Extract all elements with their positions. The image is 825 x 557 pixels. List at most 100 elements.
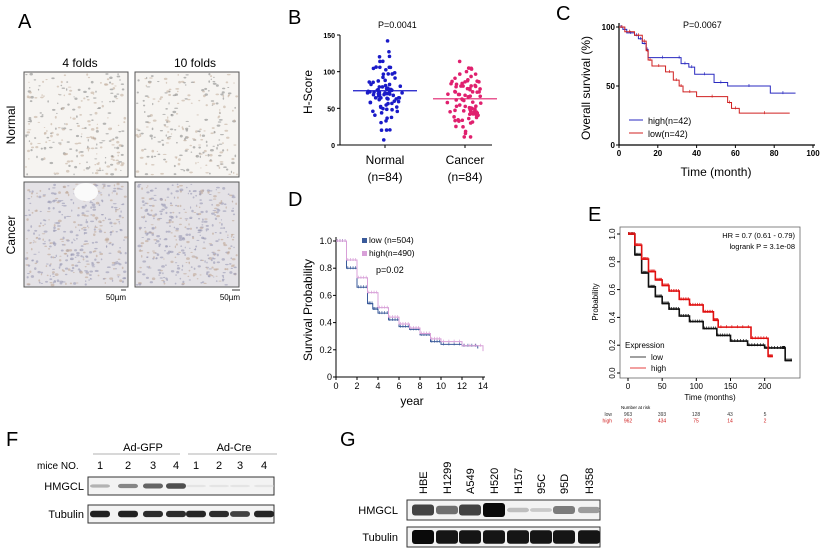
cell xyxy=(196,114,199,116)
cell xyxy=(190,251,193,253)
cell xyxy=(219,231,222,235)
cell xyxy=(226,148,229,152)
cell xyxy=(140,254,143,258)
data-point xyxy=(469,74,473,79)
cell xyxy=(33,240,35,242)
y-tick-label: 150 xyxy=(323,33,335,40)
cell xyxy=(63,94,66,97)
cell xyxy=(208,199,213,201)
data-point xyxy=(379,120,383,125)
cell xyxy=(201,88,205,92)
cell xyxy=(76,115,78,118)
cell xyxy=(116,75,121,78)
cell xyxy=(153,155,157,158)
cell xyxy=(94,226,98,229)
cell xyxy=(148,204,153,207)
cell xyxy=(165,230,168,233)
cell xyxy=(59,238,64,241)
cell xyxy=(168,135,172,138)
cell xyxy=(204,93,208,96)
data-point xyxy=(386,86,390,90)
x-tick-label: 50 xyxy=(658,382,667,391)
band xyxy=(118,483,138,489)
cell xyxy=(80,255,83,258)
cell xyxy=(114,146,116,149)
cell xyxy=(121,280,125,283)
cell xyxy=(165,134,167,137)
cell xyxy=(85,280,87,283)
data-point xyxy=(456,92,461,97)
cell xyxy=(42,224,45,227)
band xyxy=(90,484,110,488)
cell xyxy=(34,262,38,265)
cell xyxy=(98,169,102,172)
data-point xyxy=(389,115,394,120)
cell xyxy=(227,234,229,236)
cell xyxy=(84,204,87,207)
panel-label-d: D xyxy=(288,189,302,211)
cell xyxy=(142,260,147,263)
cell xyxy=(47,207,51,210)
cell xyxy=(201,259,204,262)
cell xyxy=(167,136,169,139)
cell xyxy=(160,203,164,206)
cell xyxy=(81,133,83,135)
data-point xyxy=(373,96,378,100)
cell xyxy=(37,88,40,91)
risk-table-title: Number at risk xyxy=(621,405,651,410)
cell xyxy=(152,119,157,122)
logrank-annotation: logrank P = 3.1e-08 xyxy=(729,242,795,251)
cell xyxy=(120,169,122,172)
cell xyxy=(233,246,235,249)
cell xyxy=(203,241,205,244)
cell xyxy=(170,133,173,135)
cell xyxy=(58,210,61,214)
cell xyxy=(170,270,175,273)
cell xyxy=(137,184,141,188)
cell xyxy=(218,143,223,145)
cell xyxy=(186,168,190,172)
cell xyxy=(97,274,100,277)
cell xyxy=(45,280,49,283)
cell xyxy=(190,192,193,195)
cell xyxy=(205,230,208,232)
cell xyxy=(95,201,100,205)
cell xyxy=(164,206,168,209)
cell xyxy=(149,134,153,138)
cell xyxy=(185,120,189,122)
cell xyxy=(218,154,222,157)
cell xyxy=(222,271,226,274)
cell xyxy=(83,228,87,231)
cell xyxy=(119,247,121,249)
cell xyxy=(61,243,65,246)
cell xyxy=(152,98,156,100)
data-point xyxy=(461,109,466,113)
data-point xyxy=(387,54,392,59)
cell xyxy=(39,189,42,192)
cell xyxy=(151,155,154,159)
cell xyxy=(189,227,193,230)
cell xyxy=(118,161,123,163)
cell xyxy=(44,219,47,222)
cell xyxy=(173,173,177,176)
cell xyxy=(30,142,33,145)
cell xyxy=(119,79,121,81)
data-point xyxy=(379,111,384,115)
cell xyxy=(38,237,41,240)
cell xyxy=(233,266,237,269)
cell xyxy=(169,202,173,205)
cell xyxy=(174,282,177,285)
cell xyxy=(80,154,85,157)
cell xyxy=(69,89,73,92)
cell xyxy=(115,159,119,162)
cell xyxy=(58,191,61,194)
cell xyxy=(65,169,70,173)
cell xyxy=(179,204,182,208)
cell xyxy=(75,149,78,152)
cell xyxy=(45,265,48,268)
cell xyxy=(78,151,81,154)
cell xyxy=(118,207,121,210)
cell xyxy=(215,240,219,243)
y-tick-label: 0.4 xyxy=(608,311,617,323)
cell xyxy=(99,142,103,144)
